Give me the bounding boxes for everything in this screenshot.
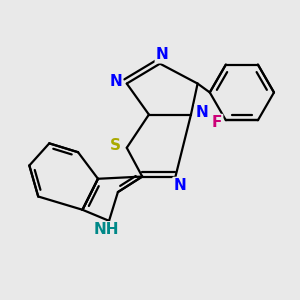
Text: N: N [196,105,208,120]
Text: N: N [173,178,186,193]
Text: S: S [110,138,121,153]
Text: NH: NH [94,222,120,237]
Text: N: N [156,47,169,62]
Text: F: F [212,115,222,130]
Text: N: N [109,74,122,89]
